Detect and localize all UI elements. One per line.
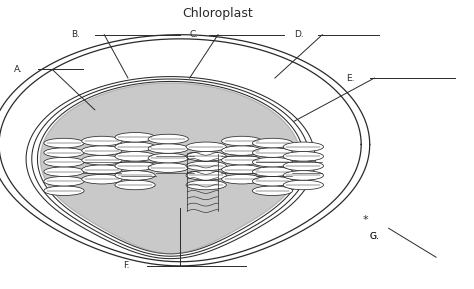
Ellipse shape xyxy=(252,138,292,148)
Ellipse shape xyxy=(148,144,188,153)
Ellipse shape xyxy=(44,157,84,167)
Text: F.: F. xyxy=(123,261,130,271)
Ellipse shape xyxy=(44,176,84,186)
Ellipse shape xyxy=(115,171,155,180)
Ellipse shape xyxy=(186,180,227,190)
Ellipse shape xyxy=(115,161,155,171)
Ellipse shape xyxy=(283,171,323,180)
Text: G.: G. xyxy=(370,232,380,242)
Polygon shape xyxy=(32,79,310,256)
Ellipse shape xyxy=(221,136,262,146)
Ellipse shape xyxy=(148,134,188,144)
Ellipse shape xyxy=(82,165,122,174)
Ellipse shape xyxy=(221,155,262,165)
Ellipse shape xyxy=(283,152,323,161)
Ellipse shape xyxy=(115,132,155,142)
Polygon shape xyxy=(37,81,304,254)
Ellipse shape xyxy=(115,180,155,190)
Text: C.: C. xyxy=(190,30,199,39)
Ellipse shape xyxy=(115,142,155,151)
Ellipse shape xyxy=(283,142,323,151)
Ellipse shape xyxy=(221,146,262,155)
Text: D.: D. xyxy=(294,30,304,39)
Polygon shape xyxy=(40,83,301,254)
Polygon shape xyxy=(26,77,315,259)
Ellipse shape xyxy=(44,186,84,195)
Text: G.: G. xyxy=(370,232,380,242)
Ellipse shape xyxy=(44,148,84,157)
Ellipse shape xyxy=(186,161,227,171)
Text: A.: A. xyxy=(14,65,23,74)
Ellipse shape xyxy=(82,146,122,155)
Ellipse shape xyxy=(82,174,122,184)
Text: Chloroplast: Chloroplast xyxy=(182,7,254,20)
Ellipse shape xyxy=(221,174,262,184)
Ellipse shape xyxy=(115,152,155,161)
Ellipse shape xyxy=(82,136,122,146)
Ellipse shape xyxy=(186,142,227,151)
Ellipse shape xyxy=(44,167,84,176)
Ellipse shape xyxy=(252,148,292,157)
Ellipse shape xyxy=(148,163,188,172)
Ellipse shape xyxy=(221,165,262,174)
Text: *: * xyxy=(362,215,368,225)
Polygon shape xyxy=(0,35,370,266)
Ellipse shape xyxy=(252,157,292,167)
Ellipse shape xyxy=(148,153,188,163)
Ellipse shape xyxy=(186,171,227,180)
Ellipse shape xyxy=(252,186,292,195)
Ellipse shape xyxy=(82,155,122,165)
Ellipse shape xyxy=(283,180,323,190)
Text: E.: E. xyxy=(346,73,355,83)
Text: B.: B. xyxy=(71,30,80,39)
Ellipse shape xyxy=(252,176,292,186)
Ellipse shape xyxy=(252,167,292,176)
Ellipse shape xyxy=(44,138,84,148)
Ellipse shape xyxy=(283,161,323,171)
Ellipse shape xyxy=(186,152,227,161)
